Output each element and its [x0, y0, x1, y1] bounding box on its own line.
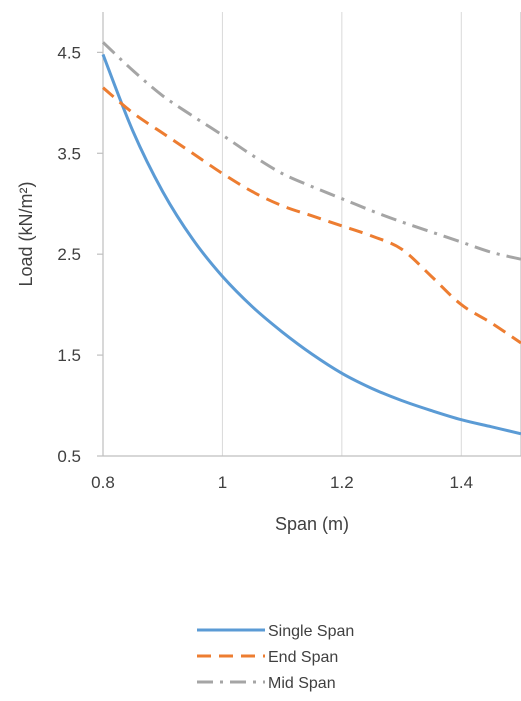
- y-tick-label: 2.5: [57, 245, 81, 264]
- y-tick-label: 1.5: [57, 346, 81, 365]
- x-tick-label: 0.8: [91, 473, 115, 492]
- legend-label: Mid Span: [268, 675, 336, 692]
- y-tick-label: 4.5: [57, 43, 81, 62]
- y-tick-label: 3.5: [57, 144, 81, 163]
- legend: Single Span End Span Mid Span: [197, 623, 354, 692]
- series-line-single-span: [101, 53, 521, 436]
- y-axis-title: Load (kN/m²): [16, 181, 36, 286]
- series-line-mid-span: [101, 41, 521, 261]
- legend-label: End Span: [268, 649, 338, 666]
- x-axis-title: Span (m): [275, 514, 349, 534]
- axes: [97, 12, 521, 457]
- tick-labels: 0.5 1.5 2.5 3.5 4.5 0.8 1 1.2 1.4: [57, 43, 473, 492]
- x-tick-label: 1.4: [449, 473, 473, 492]
- x-tick-label: 1: [218, 473, 227, 492]
- x-tick-label: 1.2: [330, 473, 354, 492]
- series-line-end-span: [102, 86, 521, 345]
- y-tick-label: 0.5: [57, 447, 81, 466]
- legend-label: Single Span: [268, 623, 354, 640]
- series-lines: [101, 41, 521, 436]
